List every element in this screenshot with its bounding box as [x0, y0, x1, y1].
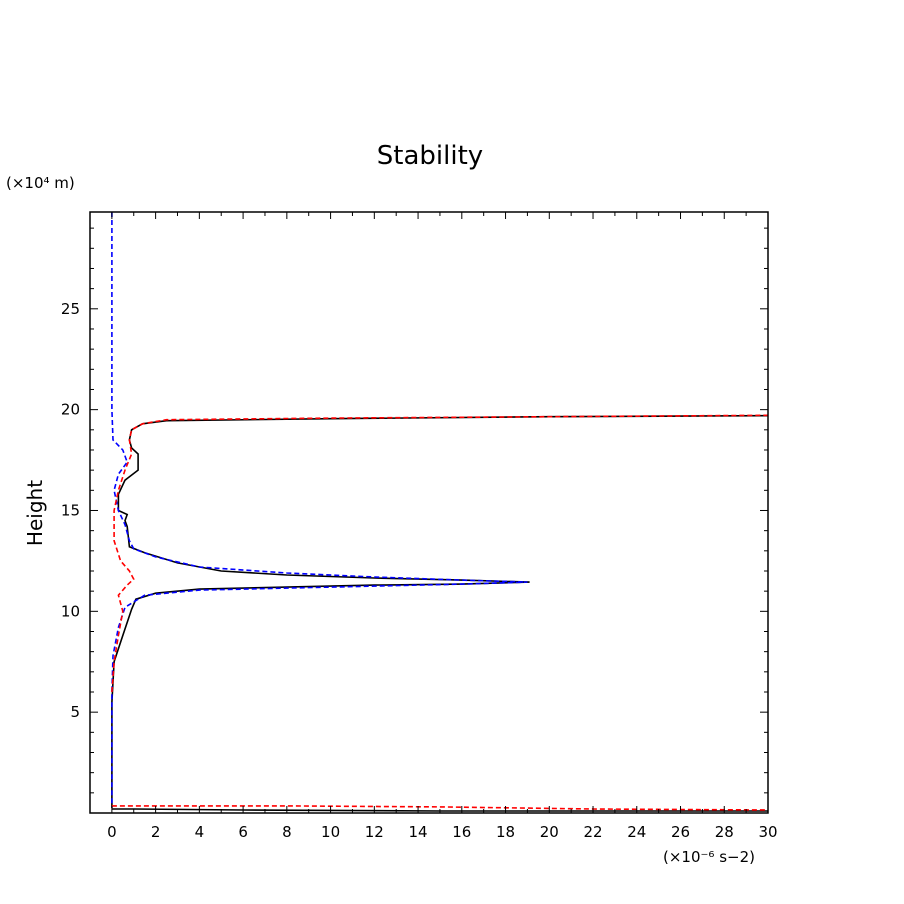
plot-frame: [89, 211, 769, 814]
x-tick-label: 26: [671, 823, 690, 841]
y-tick-label: 25: [61, 300, 80, 318]
x-tick-label: 22: [583, 823, 602, 841]
x-tick-label: 14: [409, 823, 428, 841]
series-line-1-solid: [111, 414, 768, 808]
x-tick-label: 24: [627, 823, 646, 841]
x-tick-label: 4: [195, 823, 205, 841]
series-line-2-dashed: [111, 212, 528, 807]
y-axis-label: Height: [23, 480, 47, 546]
y-axis-units: (×10⁴ m): [6, 174, 75, 192]
y-tick-label: 5: [70, 703, 80, 721]
x-tick-label: 18: [496, 823, 515, 841]
x-tick-label: 2: [151, 823, 161, 841]
y-tick-label: 10: [61, 602, 80, 620]
x-tick-label: 12: [365, 823, 384, 841]
x-tick-label: 16: [452, 823, 471, 841]
x-tick-label: 10: [321, 823, 340, 841]
series-layer: [111, 212, 768, 812]
x-tick-label: 6: [238, 823, 248, 841]
x-tick-label: 20: [540, 823, 559, 841]
y-tick-label: 15: [61, 501, 80, 519]
chart-title: Stability: [377, 141, 483, 171]
series-line-3-dashed: [111, 805, 768, 811]
x-tick-label: 8: [282, 823, 292, 841]
y-tick-label: 20: [61, 401, 80, 419]
x-axis-units: (×10⁻⁶ s−2): [663, 848, 755, 866]
x-tick-label: 28: [715, 823, 734, 841]
x-tick-label: 30: [758, 823, 777, 841]
x-tick-label: 0: [107, 823, 117, 841]
series-line-4-dashed: [111, 414, 768, 693]
